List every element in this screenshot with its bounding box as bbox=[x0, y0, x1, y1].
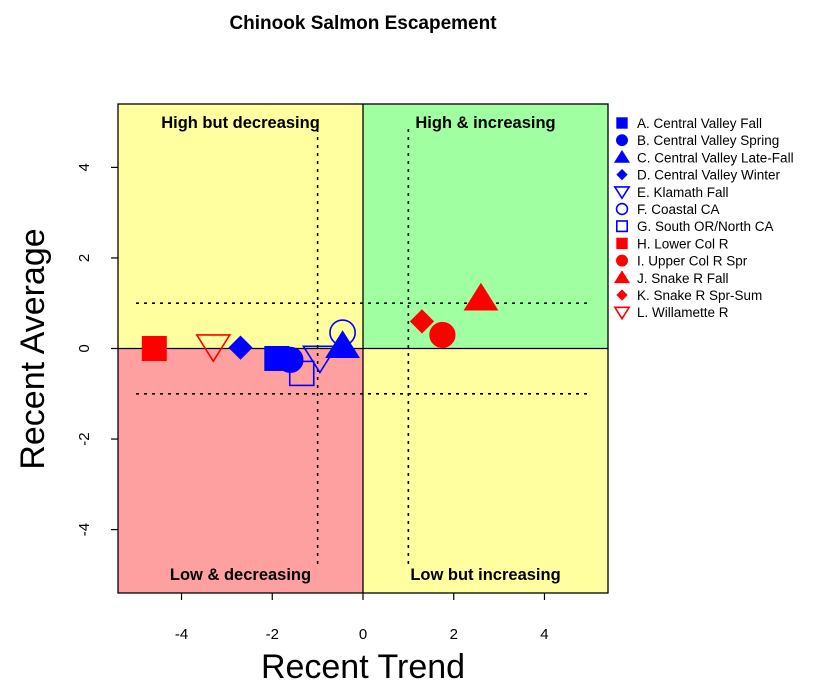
legend-label-d: D. Central Valley Winter bbox=[637, 168, 781, 183]
legend-marker-e bbox=[613, 186, 631, 200]
x-tick-label-3: 2 bbox=[450, 626, 458, 643]
quadrant-top-right bbox=[363, 104, 608, 349]
reference-lines bbox=[118, 104, 608, 593]
data-points bbox=[141, 282, 499, 387]
data-point-l bbox=[195, 334, 232, 363]
legend-label-f: F. Coastal CA bbox=[637, 202, 720, 217]
y-axis-label: Recent Average bbox=[14, 228, 52, 469]
y-tick-label-4: 4 bbox=[76, 163, 93, 171]
legend-label-g: G. South OR/North CA bbox=[637, 219, 774, 234]
legend-marker-j bbox=[613, 270, 631, 284]
legend-label-c: C. Central Valley Late-Fall bbox=[637, 150, 794, 165]
x-tick-label-2: 0 bbox=[359, 626, 367, 643]
legend-marker-d bbox=[616, 168, 628, 181]
legend: A. Central Valley Fall B. Central Valley … bbox=[613, 116, 794, 321]
x-axis-label: Recent Trend bbox=[261, 648, 465, 685]
legend-marker-h bbox=[616, 237, 628, 250]
quadrant-label-top-left: High but decreasing bbox=[161, 114, 320, 132]
x-tick-label-0: -4 bbox=[175, 626, 188, 643]
legend-marker-f bbox=[615, 202, 629, 216]
x-tick-label-1: -2 bbox=[266, 626, 279, 643]
legend-label-i: I. Upper Col R Spr bbox=[637, 254, 748, 269]
legend-label-b: B. Central Valley Spring bbox=[637, 133, 779, 148]
data-point-g bbox=[288, 360, 315, 387]
legend-label-k: K. Snake R Spr-Sum bbox=[637, 288, 762, 303]
y-axis: -4 -2 0 2 4 bbox=[76, 163, 118, 536]
chart-title: Chinook Salmon Escapement bbox=[229, 13, 497, 34]
y-tick-label-2: 0 bbox=[76, 344, 93, 352]
data-point-f bbox=[329, 319, 356, 347]
quadrant-bottom-left bbox=[118, 348, 363, 593]
legend-marker-c bbox=[613, 149, 631, 163]
legend-label-a: A. Central Valley Fall bbox=[637, 116, 762, 131]
legend-marker-b bbox=[616, 134, 628, 147]
legend-marker-a bbox=[616, 117, 628, 129]
legend-marker-k bbox=[616, 289, 628, 301]
legend-label-j: J. Snake R Fall bbox=[637, 271, 729, 286]
legend-marker-g bbox=[615, 220, 628, 233]
x-axis: -4 -2 0 2 4 bbox=[175, 593, 549, 643]
quadrant-label-bottom-right: Low but increasing bbox=[410, 566, 560, 584]
legend-marker-i bbox=[616, 254, 628, 267]
x-tick-label-4: 4 bbox=[540, 626, 548, 643]
data-point-i bbox=[429, 321, 456, 349]
legend-marker-l bbox=[613, 306, 631, 321]
quadrant-bottom-right bbox=[363, 348, 608, 593]
quadrant-label-top-right: High & increasing bbox=[415, 114, 555, 132]
data-point-j bbox=[463, 282, 499, 311]
y-tick-label-3: 2 bbox=[76, 254, 93, 262]
y-tick-label-1: -2 bbox=[76, 432, 93, 445]
quadrant-label-bottom-left: Low & decreasing bbox=[170, 566, 311, 584]
quadrant-top-left bbox=[118, 104, 363, 349]
data-point-d bbox=[228, 335, 253, 360]
data-point-k bbox=[409, 309, 435, 334]
quadrant-backgrounds bbox=[118, 104, 608, 593]
quadrant-labels: High but decreasing High & increasing Lo… bbox=[161, 114, 560, 584]
legend-label-h: H. Lower Col R bbox=[637, 236, 729, 251]
legend-label-e: E. Klamath Fall bbox=[637, 185, 729, 200]
legend-label-l: L. Willamette R bbox=[637, 305, 729, 320]
data-point-e bbox=[301, 345, 338, 375]
data-point-h bbox=[141, 336, 167, 361]
y-tick-label-0: -4 bbox=[76, 523, 93, 536]
